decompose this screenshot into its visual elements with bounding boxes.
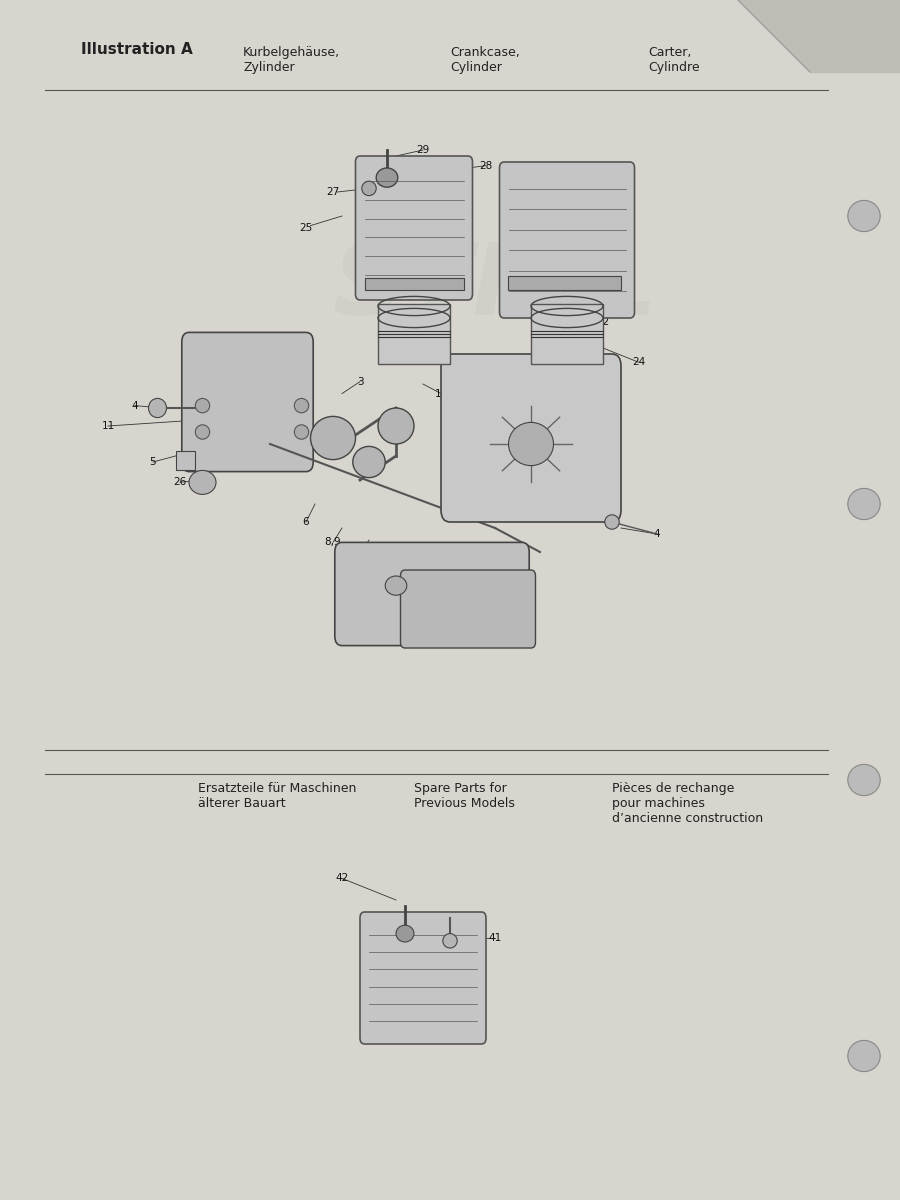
Text: Carter,
Cylindre: Carter, Cylindre	[648, 46, 699, 73]
Ellipse shape	[848, 488, 880, 520]
Ellipse shape	[195, 398, 210, 413]
Text: 25: 25	[300, 223, 312, 233]
Text: Spare Parts for
Previous Models: Spare Parts for Previous Models	[414, 782, 515, 810]
Text: 4: 4	[131, 401, 139, 410]
Text: Crankcase,
Cylinder: Crankcase, Cylinder	[450, 46, 520, 73]
Text: 26: 26	[174, 478, 186, 487]
Ellipse shape	[376, 168, 398, 187]
Text: Kurbelgehäuse,
Zylinder: Kurbelgehäuse, Zylinder	[243, 46, 340, 73]
Text: 4: 4	[653, 529, 661, 539]
Ellipse shape	[294, 398, 309, 413]
Text: 2: 2	[464, 607, 472, 617]
Ellipse shape	[396, 925, 414, 942]
Text: 28: 28	[480, 161, 492, 170]
Text: 42: 42	[336, 874, 348, 883]
Ellipse shape	[148, 398, 166, 418]
Text: STIHL: STIHL	[332, 240, 658, 336]
Text: 40: 40	[453, 1018, 465, 1027]
Ellipse shape	[848, 200, 880, 232]
Text: 6: 6	[302, 517, 310, 527]
Text: 29: 29	[417, 145, 429, 155]
Text: 41: 41	[489, 934, 501, 943]
Text: 20: 20	[606, 226, 618, 235]
Text: 15: 15	[453, 217, 465, 227]
Text: 5: 5	[149, 457, 157, 467]
FancyBboxPatch shape	[508, 276, 621, 290]
Ellipse shape	[508, 422, 554, 466]
Ellipse shape	[443, 934, 457, 948]
Text: 27: 27	[327, 187, 339, 197]
Text: 17: 17	[435, 317, 447, 326]
Text: 1: 1	[392, 607, 400, 617]
FancyBboxPatch shape	[400, 570, 536, 648]
FancyBboxPatch shape	[441, 354, 621, 522]
Text: 21: 21	[579, 341, 591, 350]
Text: 14: 14	[597, 268, 609, 277]
FancyBboxPatch shape	[356, 156, 472, 300]
Text: 14: 14	[444, 268, 456, 277]
Text: 2: 2	[392, 550, 400, 559]
FancyBboxPatch shape	[182, 332, 313, 472]
Text: Illustration A: Illustration A	[81, 42, 193, 56]
Ellipse shape	[605, 515, 619, 529]
Ellipse shape	[353, 446, 385, 478]
FancyBboxPatch shape	[531, 304, 603, 364]
Text: Pièces de rechange
pour machines
d’ancienne construction: Pièces de rechange pour machines d’ancie…	[612, 782, 763, 826]
Text: 3: 3	[356, 377, 364, 386]
Ellipse shape	[195, 425, 210, 439]
Text: 11: 11	[102, 421, 114, 431]
Text: 12: 12	[570, 409, 582, 419]
FancyBboxPatch shape	[360, 912, 486, 1044]
Text: 13: 13	[435, 389, 447, 398]
Text: 16: 16	[417, 338, 429, 348]
Ellipse shape	[385, 576, 407, 595]
Text: 18: 18	[408, 358, 420, 367]
Text: 3: 3	[356, 550, 364, 559]
FancyBboxPatch shape	[335, 542, 529, 646]
Polygon shape	[738, 0, 900, 72]
Text: Ersatzteile für Maschinen
älterer Bauart: Ersatzteile für Maschinen älterer Bauart	[198, 782, 356, 810]
Ellipse shape	[378, 408, 414, 444]
FancyBboxPatch shape	[500, 162, 634, 318]
Text: 22: 22	[597, 317, 609, 326]
Ellipse shape	[189, 470, 216, 494]
Text: 23: 23	[597, 358, 609, 367]
Ellipse shape	[294, 425, 309, 439]
Ellipse shape	[848, 764, 880, 796]
Text: 8,9: 8,9	[325, 538, 341, 547]
Ellipse shape	[848, 1040, 880, 1072]
Ellipse shape	[310, 416, 356, 460]
Text: 19: 19	[444, 358, 456, 367]
FancyBboxPatch shape	[378, 304, 450, 364]
Text: 26: 26	[381, 581, 393, 590]
FancyBboxPatch shape	[176, 451, 195, 470]
Text: 24: 24	[633, 358, 645, 367]
FancyBboxPatch shape	[364, 278, 464, 290]
Ellipse shape	[362, 181, 376, 196]
